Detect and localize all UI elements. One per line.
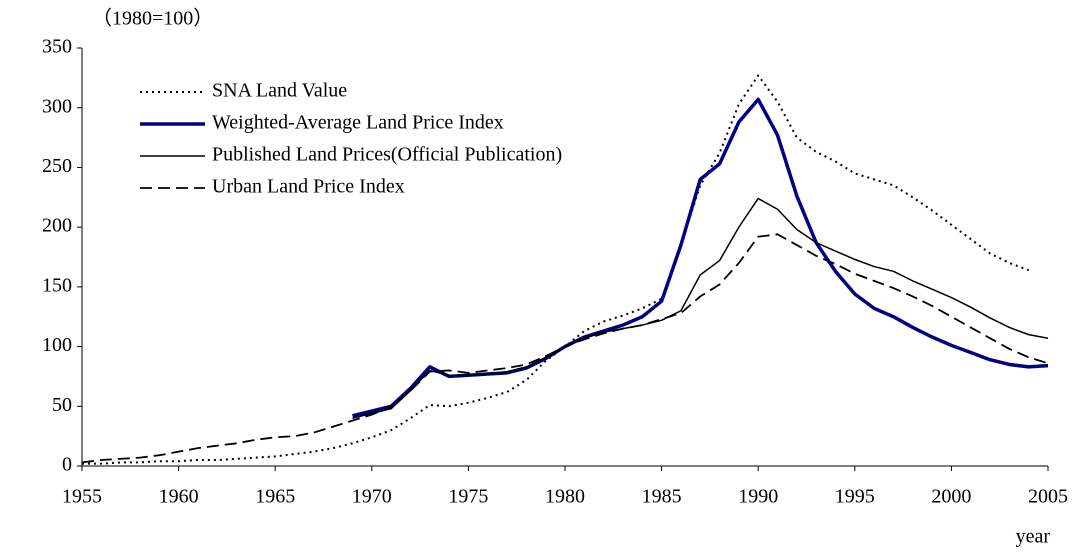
x-tick-label: 2005 xyxy=(1028,486,1068,508)
y-tick-label: 300 xyxy=(42,95,72,117)
x-tick-label: 1985 xyxy=(642,486,682,508)
x-axis-label: year xyxy=(1016,526,1051,548)
y-tick-label: 250 xyxy=(42,155,72,177)
legend-label: Published Land Prices(Official Publicati… xyxy=(212,144,562,166)
y-tick-label: 50 xyxy=(52,394,72,416)
series-line xyxy=(81,233,1049,464)
x-tick-label: 1995 xyxy=(835,486,875,508)
y-tick-label: 350 xyxy=(42,36,72,58)
y-tick-label: 100 xyxy=(42,334,72,356)
x-tick-label: 1980 xyxy=(545,486,585,508)
x-tick-label: 1960 xyxy=(159,486,199,508)
x-tick-label: 1990 xyxy=(738,486,778,508)
x-tick-label: 1970 xyxy=(352,486,392,508)
x-tick-label: 1975 xyxy=(448,486,488,508)
x-tick-label: 2000 xyxy=(931,486,971,508)
y-tick-label: 200 xyxy=(42,215,72,237)
y-tick-label: 150 xyxy=(42,274,72,296)
y-axis-label: （1980=100） xyxy=(92,7,213,30)
x-tick-label: 1965 xyxy=(255,486,295,508)
y-tick-label: 0 xyxy=(62,454,72,476)
legend-label: Weighted-Average Land Price Index xyxy=(212,112,504,134)
x-tick-label: 1955 xyxy=(62,486,102,508)
legend-label: Urban Land Price Index xyxy=(212,176,405,198)
series-line xyxy=(352,197,1049,419)
legend-label: SNA Land Value xyxy=(212,80,347,102)
